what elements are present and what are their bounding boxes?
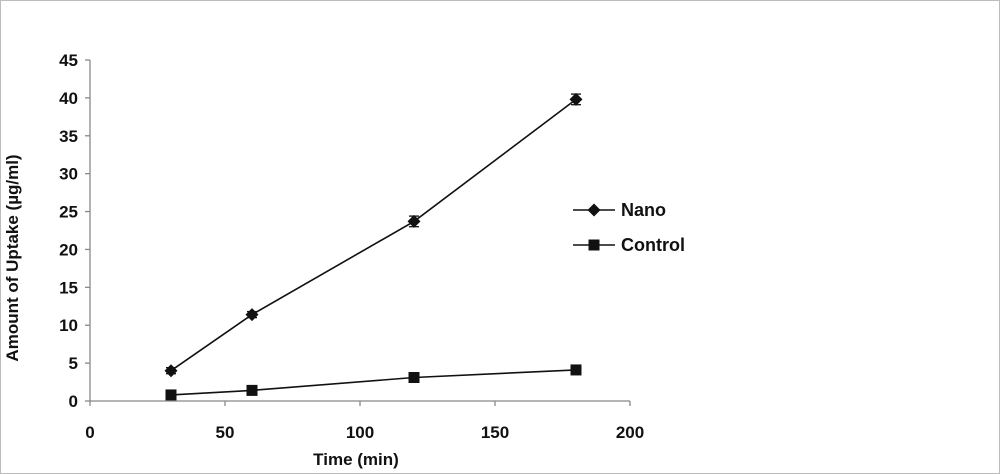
legend: Nano Control: [573, 200, 685, 255]
legend-item-control: Control: [573, 235, 685, 255]
data-point: [407, 214, 421, 228]
legend-label: Control: [621, 235, 685, 255]
series-layer: [164, 92, 583, 401]
y-tick-label: 35: [59, 127, 78, 146]
series-control: [165, 364, 582, 401]
series-nano: [164, 92, 583, 378]
data-point: [245, 308, 259, 322]
legend-marker: [588, 239, 600, 251]
x-tick-labels: 0 50 100 150 200: [85, 401, 644, 442]
y-tick-label: 5: [69, 354, 78, 373]
legend-item-nano: Nano: [573, 200, 666, 220]
data-point: [570, 364, 582, 376]
data-point: [164, 364, 178, 378]
y-tick-label: 10: [59, 316, 78, 335]
y-tick-label: 30: [59, 165, 78, 184]
axes: [89, 60, 630, 402]
data-point: [165, 389, 177, 401]
y-tick-labels: 0 5 10 15 20 25 30 35 40 45: [59, 51, 90, 411]
y-tick-label: 15: [59, 278, 78, 297]
legend-label: Nano: [621, 200, 666, 220]
series-line: [170, 369, 577, 396]
y-axis-label: Amount of Uptake (µg/ml): [3, 154, 22, 361]
x-tick-label: 100: [346, 423, 374, 442]
x-tick-label: 150: [481, 423, 509, 442]
y-tick-label: 45: [59, 51, 78, 70]
data-point: [569, 92, 583, 106]
y-tick-label: 25: [59, 203, 78, 222]
x-tick-label: 50: [216, 423, 235, 442]
y-tick-label: 40: [59, 89, 78, 108]
y-tick-label: 20: [59, 240, 78, 259]
legend-marker: [587, 203, 601, 217]
x-tick-label: 200: [616, 423, 644, 442]
series-line: [170, 98, 577, 372]
y-tick-label: 0: [69, 392, 78, 411]
data-point: [246, 384, 258, 396]
data-point: [408, 372, 420, 384]
x-tick-label: 0: [85, 423, 94, 442]
x-axis-label: Time (min): [313, 450, 399, 469]
